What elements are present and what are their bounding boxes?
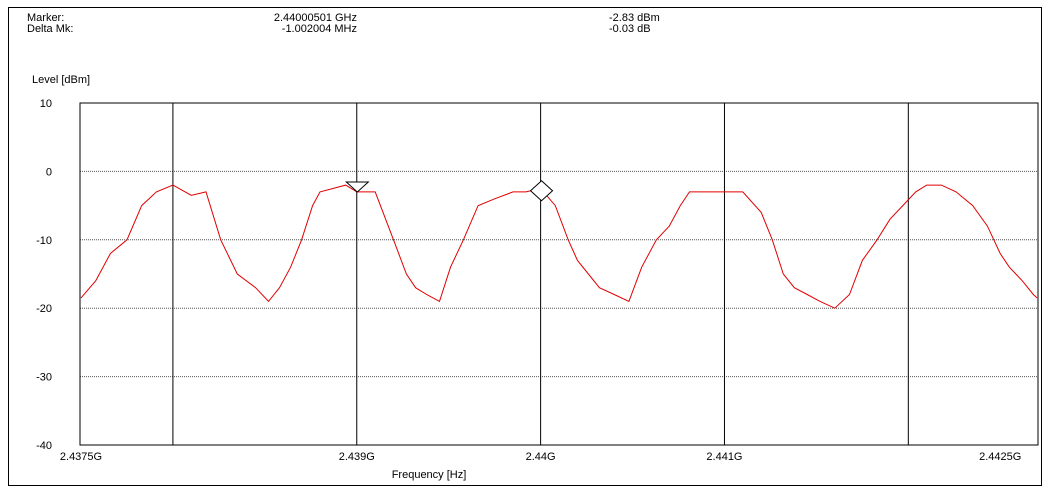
plot-area-border	[79, 102, 1039, 446]
y-tick-label: 0	[46, 166, 52, 178]
x-tick-label: 2.44G	[526, 451, 556, 463]
delta-marker-label: Delta Mk:	[27, 23, 74, 35]
x-axis-label: Frequency [Hz]	[392, 469, 467, 481]
delta-marker-level: -0.03 dB	[609, 23, 651, 35]
delta-marker-frequency: -1.002004 MHz	[281, 23, 357, 35]
marker-level: -2.83 dBm	[609, 12, 660, 24]
x-tick-label: 2.441G	[706, 451, 742, 463]
y-tick-label: -20	[36, 303, 52, 315]
x-tick-label: 2.439G	[339, 451, 375, 463]
marker-frequency: 2.44000501 GHz	[273, 12, 357, 24]
grid	[80, 103, 1038, 445]
markers	[345, 180, 554, 202]
x-tick-labels: 2.4375G 2.439G 2.44G 2.441G 2.4425G	[60, 451, 1021, 463]
y-tick-labels: 10 0 -10 -20 -30 -40	[36, 98, 52, 452]
x-tick-label: 2.4375G	[60, 451, 102, 463]
y-tick-label: -30	[36, 372, 52, 384]
y-tick-label: -40	[36, 440, 52, 452]
y-axis-label: Level [dBm]	[32, 74, 90, 86]
marker-label: Marker:	[27, 12, 65, 24]
delta-marker-triangle	[345, 181, 370, 193]
y-tick-label: -10	[36, 235, 52, 247]
chart-frame: Marker: Delta Mk: 2.44000501 GHz -1.0020…	[8, 7, 1042, 486]
main-marker-diamond	[529, 180, 554, 202]
x-tick-label: 2.4425G	[979, 451, 1021, 463]
spectrum-trace	[80, 184, 1038, 309]
y-tick-label: 10	[40, 98, 52, 110]
